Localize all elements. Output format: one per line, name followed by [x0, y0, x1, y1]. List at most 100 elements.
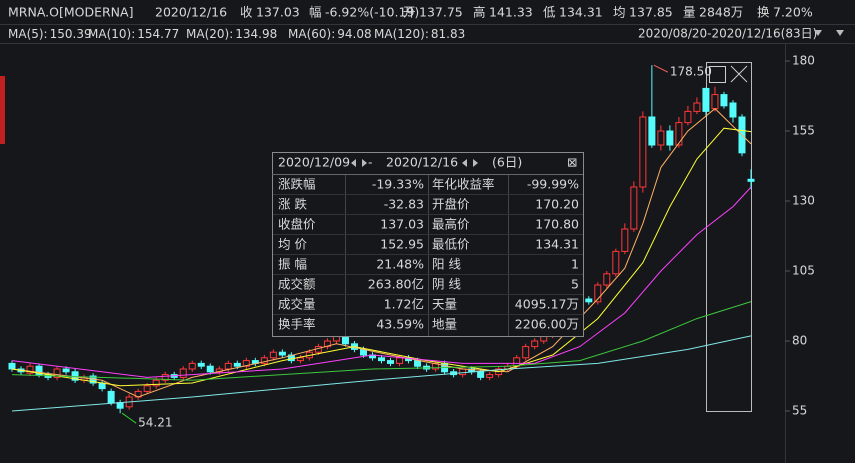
field-label: 开 — [403, 5, 416, 20]
table-header: - — [368, 155, 373, 170]
candle-body — [161, 374, 169, 381]
ma-line — [11, 335, 752, 412]
cell-label: 涨跌幅 — [278, 177, 316, 192]
candle-body — [720, 94, 728, 107]
candle-body — [35, 365, 43, 376]
candle-body — [98, 382, 106, 390]
cell-value: 134.31 — [535, 237, 579, 252]
candle-body — [639, 116, 647, 188]
cell-value: 152.95 — [380, 237, 424, 252]
legend-name: MA(120): — [374, 27, 429, 41]
candle-body — [585, 298, 593, 303]
field-value: 7.20% — [773, 5, 813, 20]
candle-body — [206, 365, 214, 373]
candle-body — [296, 357, 304, 362]
dropdown-icon[interactable] — [836, 30, 844, 36]
cell-value: 170.80 — [535, 217, 579, 232]
legend-value: 134.98 — [235, 27, 277, 41]
candle-body — [396, 357, 404, 364]
selection-frame[interactable] — [706, 62, 752, 412]
legend-value: 154.77 — [137, 27, 179, 41]
close-icon[interactable]: ⊠ — [567, 155, 577, 170]
legend-value: 94.08 — [337, 27, 371, 41]
cell-label: 开盘价 — [432, 197, 470, 212]
candle-body — [414, 360, 422, 367]
cell-value: 170.20 — [535, 197, 579, 212]
cell-value: 21.48% — [376, 257, 424, 272]
legend-name: MA(20): — [186, 27, 233, 41]
cell-label: 天量 — [432, 297, 457, 312]
candle-body — [116, 402, 124, 409]
cell-value: 263.80亿 — [368, 277, 424, 292]
dropdown-icon[interactable] — [814, 30, 822, 36]
legend-entry: MA(120): 81.83 — [374, 27, 465, 41]
candle-body — [233, 362, 241, 367]
candle-body — [197, 362, 205, 367]
field-value: 137.75 — [419, 5, 463, 20]
cell-value: 1 — [571, 257, 579, 272]
frame-button[interactable] — [709, 66, 726, 83]
field-label: 换 — [757, 5, 770, 20]
cell-value: 1.72亿 — [384, 297, 424, 312]
cell-value: 137.03 — [380, 217, 424, 232]
candle-body — [747, 178, 755, 182]
annotation-label: 178.50 — [670, 65, 712, 79]
candle-body — [107, 390, 115, 404]
candle-body — [648, 116, 656, 146]
cell-value: -99.99% — [527, 177, 579, 192]
legend-name: MA(5): — [8, 27, 48, 41]
candle-body — [522, 346, 530, 359]
candle-body — [152, 379, 160, 387]
ma-line — [11, 186, 752, 378]
candle-body — [387, 360, 395, 364]
field-label: 幅 — [309, 5, 322, 20]
cell-label: 年化收益率 — [432, 177, 495, 192]
field-label: 量 — [683, 5, 696, 20]
legend-value: 150.39 — [50, 27, 92, 41]
ma-line — [11, 301, 752, 381]
cell-label: 振 幅 — [278, 257, 307, 272]
candle-body — [594, 284, 602, 303]
candle-body — [675, 122, 683, 146]
cell-value: 4095.17万 — [515, 297, 579, 312]
field-value: 141.33 — [489, 5, 533, 20]
annotation-pointer — [121, 412, 137, 424]
date-arrows — [462, 159, 478, 167]
candle-body — [278, 351, 286, 356]
candle-body — [684, 110, 692, 124]
cell-value: -32.83 — [384, 197, 424, 212]
close-button[interactable] — [730, 65, 748, 83]
candle-body — [603, 273, 611, 286]
legend-name: MA(60): — [288, 27, 335, 41]
candle-body — [378, 357, 385, 362]
annotation-label: 54.21 — [138, 416, 172, 430]
candle-body — [711, 94, 719, 110]
cell-label: 地量 — [432, 317, 457, 332]
candle-body — [657, 130, 665, 146]
y-tick-label: 155 — [792, 124, 815, 138]
field-label: 均 — [613, 5, 626, 20]
cell-label: 涨 跌 — [278, 197, 307, 212]
y-tick-label: 80 — [792, 334, 807, 348]
cell-label: 换手率 — [278, 317, 316, 332]
annotation-pointer — [653, 64, 669, 73]
table-header: (6日) — [492, 155, 522, 170]
y-tick-label: 130 — [792, 194, 815, 208]
legend-value: 81.83 — [431, 27, 465, 41]
header-bar: MRNA.O[MODERNA] 2020/12/16 收 137.03 幅 -6.92… — [8, 5, 813, 20]
candle-body — [693, 102, 701, 112]
cell-label: 成交量 — [278, 297, 316, 312]
symbol: MRNA.O[MODERNA] — [8, 5, 133, 20]
candle-body — [666, 130, 674, 146]
cell-label: 成交额 — [278, 277, 316, 292]
field-value: 137.03 — [256, 5, 300, 20]
field-value: -6.92%(-10.19) — [325, 5, 419, 20]
candle-body — [242, 360, 250, 367]
candle-body — [459, 368, 467, 376]
candle-body — [53, 368, 61, 378]
date: 2020/12/16 — [155, 5, 227, 20]
legend-entry: MA(20): 134.98 — [186, 27, 277, 41]
table-header: 2020/12/09 — [278, 155, 350, 170]
